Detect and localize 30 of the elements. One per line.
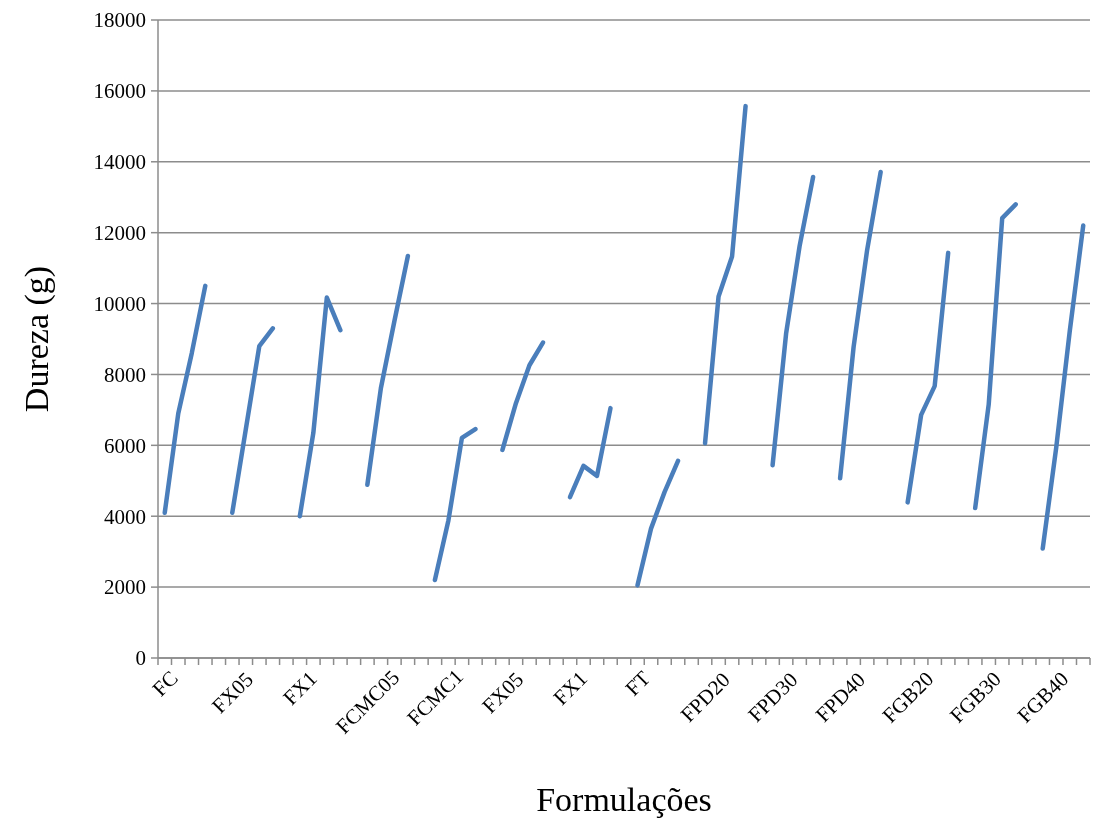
line-series [1040, 223, 1086, 551]
y-tick-label: 2000 [104, 575, 146, 600]
y-tick-label: 10000 [93, 291, 146, 316]
y-tick-label: 14000 [93, 150, 146, 175]
line-series [297, 295, 343, 519]
y-tick-label: 12000 [93, 221, 146, 246]
x-tick-label: FX1 [548, 666, 592, 710]
line-series [365, 253, 411, 487]
x-tick-label: FC [147, 665, 183, 702]
y-tick-label: 6000 [104, 433, 146, 458]
line-series [770, 174, 816, 468]
line-series [432, 426, 478, 583]
line-series [972, 202, 1018, 511]
y-tick-label: 18000 [93, 8, 146, 33]
line-series [837, 169, 883, 481]
line-series [230, 326, 276, 515]
line-series [635, 458, 681, 588]
line-series [567, 405, 613, 500]
y-tick-label: 0 [135, 646, 146, 671]
y-tick-label: 16000 [93, 79, 146, 104]
line-series [905, 250, 951, 505]
y-axis-title: Dureza (g) [18, 265, 56, 413]
line-series [500, 340, 546, 453]
x-axis-title: Formulações [536, 781, 712, 818]
y-tick-label: 4000 [104, 504, 146, 529]
line-series [702, 103, 748, 446]
x-tick-label: FX1 [278, 666, 322, 710]
x-tick-label: FT [620, 666, 656, 701]
line-series [162, 283, 208, 515]
y-tick-label: 8000 [104, 362, 146, 387]
